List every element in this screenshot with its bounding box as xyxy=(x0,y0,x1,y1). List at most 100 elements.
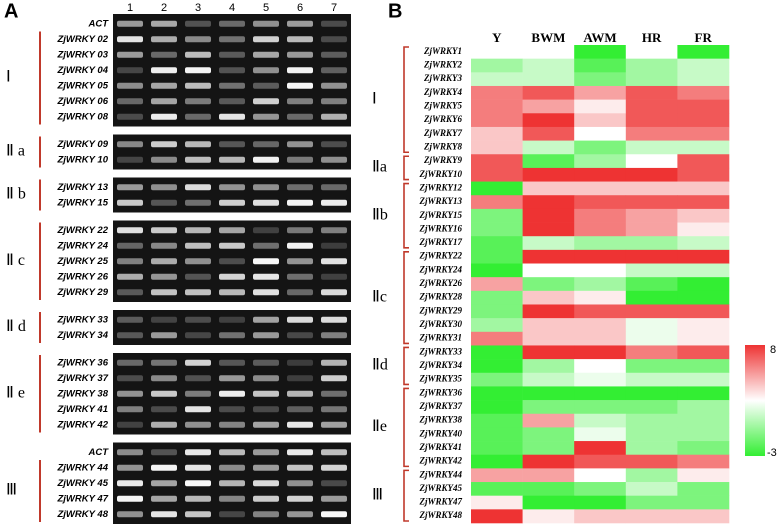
band xyxy=(219,20,245,27)
heatmap-cell xyxy=(522,290,575,305)
group-label: Ⅱc xyxy=(372,288,387,305)
band xyxy=(287,495,313,502)
gene-label: ZjWRKY4 xyxy=(423,87,463,97)
group-label: Ⅱ c xyxy=(6,252,25,269)
heatmap-cell xyxy=(471,482,523,496)
gene-label: ZjWRKY 15 xyxy=(56,197,108,208)
group-label: Ⅱd xyxy=(372,357,388,374)
heatmap-cell xyxy=(677,413,730,428)
heatmap-cell xyxy=(677,400,730,415)
heatmap-cell xyxy=(677,140,730,155)
band xyxy=(321,67,347,74)
heatmap-cell xyxy=(471,427,523,442)
band xyxy=(219,141,245,148)
heatmap-cell xyxy=(625,236,678,251)
band xyxy=(185,199,211,206)
heatmap-cell xyxy=(522,167,575,182)
band xyxy=(117,51,143,58)
heatmap-cell xyxy=(522,482,575,496)
band xyxy=(321,20,347,27)
group-label: Ⅰ xyxy=(372,90,377,107)
band xyxy=(151,242,177,249)
gene-label: ZjWRKY22 xyxy=(418,251,462,261)
band xyxy=(253,511,279,518)
colorbar-label: -3 xyxy=(767,447,777,459)
band xyxy=(219,495,245,502)
heatmap-cell xyxy=(471,249,523,264)
band xyxy=(117,406,143,413)
heatmap-cell xyxy=(677,263,730,278)
band xyxy=(117,332,143,339)
band xyxy=(287,67,313,74)
group-bracket xyxy=(403,46,409,154)
band xyxy=(253,495,279,502)
band xyxy=(253,113,279,120)
heatmap-cell xyxy=(625,72,678,87)
heatmap-cell xyxy=(677,427,730,442)
band xyxy=(321,51,347,58)
heatmap-cell xyxy=(625,277,678,292)
gene-label: ZjWRKY26 xyxy=(418,278,462,288)
band xyxy=(117,495,143,502)
group-bracket xyxy=(403,251,409,345)
band xyxy=(253,67,279,74)
gene-label: ZjWRKY1 xyxy=(423,46,462,56)
lane-label: 2 xyxy=(161,2,167,14)
group-bracket xyxy=(403,155,409,181)
heatmap-cell xyxy=(522,468,575,483)
band xyxy=(287,390,313,397)
band xyxy=(185,20,211,27)
colorbar xyxy=(745,345,765,456)
band xyxy=(117,480,143,487)
gene-label: ZjWRKY 10 xyxy=(56,154,108,165)
band xyxy=(185,36,211,43)
band xyxy=(151,199,177,206)
band xyxy=(287,82,313,89)
gene-label: ZjWRKY5 xyxy=(423,101,463,111)
gene-label: ZjWRKY 09 xyxy=(56,139,108,150)
gel xyxy=(113,177,351,213)
gene-label: ZjWRKY29 xyxy=(418,305,462,315)
band xyxy=(117,390,143,397)
band xyxy=(185,332,211,339)
gene-label: ZjWRKY 08 xyxy=(56,111,108,122)
band xyxy=(287,156,313,163)
heatmap-cell xyxy=(574,427,627,442)
band xyxy=(287,199,313,206)
heatmap-cell xyxy=(677,386,730,401)
heatmap-cell xyxy=(522,208,575,223)
heatmap-cell xyxy=(522,249,575,264)
heatmap-cell xyxy=(522,372,575,387)
column-header: BWM xyxy=(531,30,565,45)
band xyxy=(321,511,347,518)
heatmap-cell xyxy=(471,304,523,319)
heatmap-cell xyxy=(471,386,523,401)
band xyxy=(287,184,313,191)
heatmap-cell xyxy=(471,441,523,456)
band xyxy=(117,289,143,296)
heatmap-cell xyxy=(574,195,627,210)
band xyxy=(287,51,313,58)
band xyxy=(321,199,347,206)
band xyxy=(321,289,347,296)
gene-label: ZjWRKY10 xyxy=(418,169,462,179)
band xyxy=(151,82,177,89)
gene-label: ZjWRKY 48 xyxy=(56,509,108,520)
heatmap-cell xyxy=(471,45,523,59)
column-header: HR xyxy=(642,30,662,45)
band xyxy=(219,406,245,413)
gene-label: ZjWRKY7 xyxy=(423,128,463,138)
heatmap-cell xyxy=(677,468,730,483)
heatmap-cell xyxy=(625,113,678,128)
band xyxy=(117,141,143,148)
heatmap-cell xyxy=(471,154,523,169)
heatmap-cell xyxy=(625,331,678,346)
band xyxy=(219,98,245,105)
band xyxy=(117,20,143,27)
heatmap-cell xyxy=(574,140,627,155)
band xyxy=(151,184,177,191)
gene-label: ZjWRKY44 xyxy=(418,469,462,479)
heatmap-cell xyxy=(471,181,523,196)
band xyxy=(185,227,211,234)
heatmap-cell xyxy=(677,167,730,182)
